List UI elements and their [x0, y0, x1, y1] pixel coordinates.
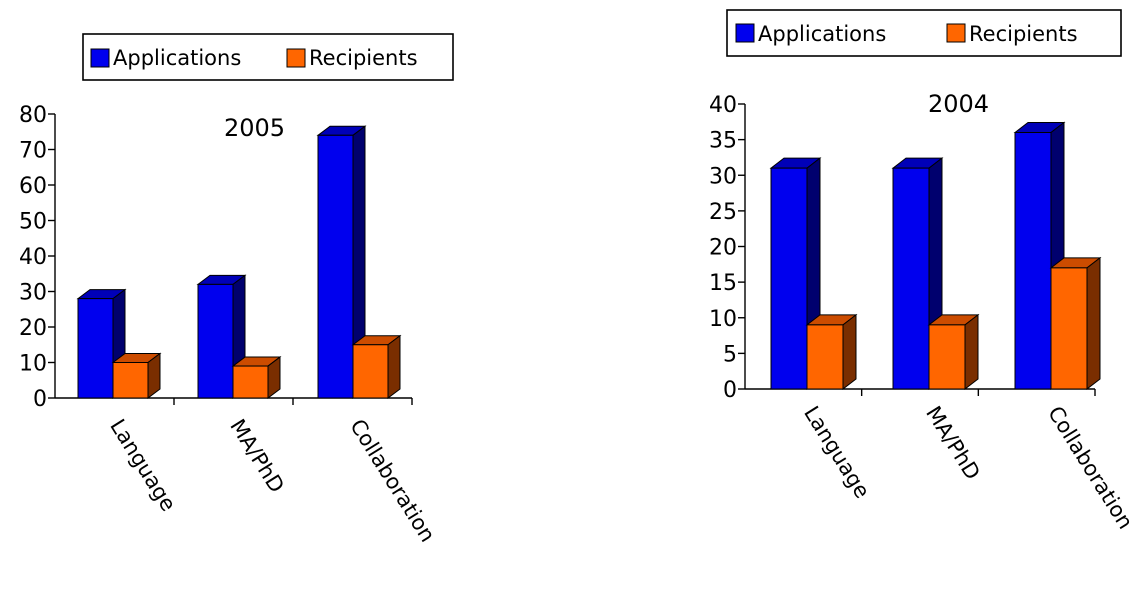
- legend-swatch-recipients: [286, 48, 306, 68]
- y-tick-label: 35: [709, 129, 737, 154]
- bar-recipients: [111, 352, 162, 399]
- y-tick-label: 10: [19, 352, 47, 377]
- y-tick-label: 30: [19, 281, 47, 306]
- chart-2004: Applications Recipients 2004 0 5 10 15 20 25 3…: [709, 9, 1133, 533]
- bar-recipients: [231, 356, 282, 399]
- y-tick-label: 70: [19, 139, 47, 164]
- y-tick-label: 5: [723, 342, 737, 367]
- x-ticks: [860, 389, 1096, 396]
- y-tick-label: 20: [709, 236, 737, 261]
- bar-front: [317, 134, 354, 399]
- bar-side: [387, 334, 401, 399]
- legend: Applications Recipients: [82, 33, 454, 81]
- bar-front: [1050, 267, 1088, 390]
- y-tick-label: 50: [19, 210, 47, 235]
- bars: [76, 125, 402, 399]
- legend-box: [82, 33, 454, 81]
- category-label: Language: [799, 402, 874, 503]
- bar-front: [197, 283, 234, 399]
- category-label: MA/PhD: [225, 415, 289, 497]
- y-tick-label: 60: [19, 174, 47, 199]
- category-label: Collaboration: [345, 415, 440, 546]
- bar-side: [964, 313, 979, 391]
- bar-recipients: [1049, 256, 1102, 391]
- y-tick-label: 15: [709, 271, 737, 296]
- category-label: MA/PhD: [921, 402, 985, 484]
- bar-side: [842, 313, 857, 391]
- bar-front: [1014, 132, 1052, 390]
- bar-applications: [76, 288, 127, 399]
- y-tick-label: 0: [723, 378, 737, 403]
- y-tick-label: 80: [19, 103, 47, 128]
- y-tick-label: 30: [709, 164, 737, 189]
- bar-applications: [316, 125, 367, 399]
- category-labels: Language MA/PhD Collaboration: [799, 402, 1133, 533]
- legend-label-applications: Applications: [758, 22, 886, 46]
- y-ticks: 0 5 10 15 20 25 30 35 40: [709, 93, 745, 403]
- y-tick-label: 10: [709, 307, 737, 332]
- y-ticks: 0 10 20 30 40 50 60 70 80: [19, 103, 55, 412]
- legend-label-recipients: Recipients: [969, 22, 1078, 46]
- category-label: Collaboration: [1043, 402, 1133, 533]
- y-tick-label: 40: [19, 245, 47, 270]
- legend-label-applications: Applications: [113, 46, 241, 70]
- bar-front: [806, 324, 844, 390]
- y-tick-label: 20: [19, 316, 47, 341]
- bar-recipients: [351, 334, 402, 399]
- legend-swatch-recipients: [946, 23, 966, 43]
- legend-swatch-applications: [735, 23, 755, 43]
- bar-front: [892, 167, 930, 390]
- bar-front: [928, 324, 966, 390]
- chart-title: 2005: [224, 114, 285, 142]
- bar-front: [770, 167, 808, 390]
- bar-front: [232, 365, 269, 399]
- bar-side: [1086, 256, 1101, 391]
- category-labels: Language MA/PhD Collaboration: [105, 415, 440, 546]
- y-tick-label: 25: [709, 200, 737, 225]
- legend-swatch-applications: [90, 48, 110, 68]
- bar-front: [112, 362, 149, 399]
- chart-2005: Applications Recipients 2005 0 10 20 30 40 50…: [19, 33, 454, 546]
- bar-recipients: [927, 313, 980, 391]
- legend-box: [726, 9, 1122, 57]
- x-ticks: [173, 398, 413, 405]
- bars: [769, 121, 1102, 391]
- y-tick-label: 0: [33, 387, 47, 412]
- category-label: Language: [105, 415, 180, 516]
- bar-front: [352, 344, 389, 399]
- legend: Applications Recipients: [726, 9, 1122, 57]
- y-tick-label: 40: [709, 93, 737, 118]
- chart-title: 2004: [928, 90, 989, 118]
- legend-label-recipients: Recipients: [309, 46, 418, 70]
- bar-front: [77, 298, 114, 399]
- bar-recipients: [805, 313, 858, 391]
